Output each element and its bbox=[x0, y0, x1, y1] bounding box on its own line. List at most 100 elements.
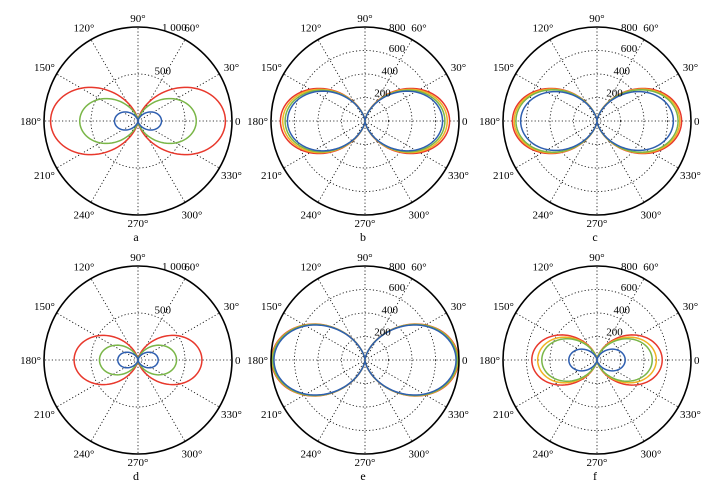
grid-spoke bbox=[596, 278, 645, 361]
radial-tick-label: 500 bbox=[155, 304, 172, 316]
angle-label: 300° bbox=[641, 210, 662, 222]
angle-label: 240° bbox=[533, 210, 554, 222]
polar-frame bbox=[270, 265, 460, 455]
series-line-red bbox=[73, 334, 203, 386]
polar-panel-c: 0 30° 60° 90° 120° 150° 180° 210° 240° 270° 300° 33… bbox=[479, 13, 701, 244]
grid-ring bbox=[317, 73, 413, 169]
angle-label: 240° bbox=[74, 449, 95, 461]
grid-ring bbox=[573, 97, 621, 145]
panel-label: e bbox=[360, 469, 365, 483]
series-line-green bbox=[98, 344, 178, 376]
angle-label: 270° bbox=[128, 457, 149, 469]
radial-tick-label: 800 bbox=[389, 22, 406, 34]
radial-tick-label: 200 bbox=[374, 88, 391, 100]
radial-tick-label: 600 bbox=[621, 43, 638, 55]
grid-spoke bbox=[56, 120, 139, 169]
angle-label: 240° bbox=[301, 210, 322, 222]
angle-label: 270° bbox=[587, 218, 608, 230]
angle-label: 30° bbox=[451, 62, 466, 74]
radial-tick-label: 200 bbox=[606, 88, 623, 100]
radial-tick-label: 400 bbox=[382, 65, 399, 77]
series-line-red bbox=[49, 86, 227, 156]
grid-ring bbox=[526, 289, 668, 431]
angle-label: 300° bbox=[182, 449, 203, 461]
angle-label: 300° bbox=[409, 210, 430, 222]
angle-label: 150° bbox=[261, 62, 282, 74]
series-line-blue bbox=[117, 351, 159, 369]
radial-tick-label: 800 bbox=[621, 22, 638, 34]
grid-spoke bbox=[515, 120, 598, 169]
angle-label: 330° bbox=[448, 170, 469, 182]
series-line-blue bbox=[113, 111, 163, 131]
grid-spoke bbox=[56, 312, 139, 361]
grid-spoke bbox=[317, 278, 366, 361]
angle-label: 270° bbox=[355, 218, 376, 230]
radial-tick-label: 400 bbox=[382, 304, 399, 316]
grid-ring bbox=[294, 289, 436, 431]
grid-ring bbox=[341, 336, 389, 384]
radial-tick-label: 600 bbox=[389, 43, 406, 55]
angle-label: 240° bbox=[533, 449, 554, 461]
polar-frame bbox=[270, 26, 460, 216]
angle-label: 0 bbox=[462, 116, 468, 128]
grid-spoke bbox=[90, 359, 139, 442]
angle-label: 150° bbox=[34, 62, 55, 74]
angle-label: 30° bbox=[683, 301, 698, 313]
grid-spoke bbox=[596, 120, 679, 169]
grid-ring bbox=[526, 50, 668, 192]
radial-tick-label: 1 000 bbox=[162, 22, 187, 34]
grid-spoke bbox=[56, 359, 139, 408]
angle-label: 150° bbox=[34, 301, 55, 313]
grid-spoke bbox=[364, 73, 447, 122]
angle-label: 330° bbox=[221, 409, 242, 421]
angle-label: 150° bbox=[493, 62, 514, 74]
series-line-blue bbox=[273, 324, 457, 396]
angle-label: 210° bbox=[493, 409, 514, 421]
grid-spoke bbox=[317, 120, 366, 203]
grid-ring bbox=[90, 73, 186, 169]
panel-label: d bbox=[133, 469, 139, 483]
radial-tick-label: 800 bbox=[389, 261, 406, 273]
angle-label: 90° bbox=[357, 13, 372, 25]
angle-label: 210° bbox=[261, 170, 282, 182]
series-line-blue bbox=[568, 348, 626, 372]
grid-spoke bbox=[137, 278, 186, 361]
grid-ring bbox=[90, 312, 186, 408]
radial-tick-label: 800 bbox=[621, 261, 638, 273]
panel-label: b bbox=[360, 230, 366, 244]
angle-label: 270° bbox=[355, 457, 376, 469]
angle-label: 30° bbox=[683, 62, 698, 74]
angle-label: 300° bbox=[409, 449, 430, 461]
grid-spoke bbox=[90, 39, 139, 122]
angle-label: 90° bbox=[130, 252, 145, 264]
radial-tick-label: 600 bbox=[621, 282, 638, 294]
radial-tick-label: 200 bbox=[606, 327, 623, 339]
grid-spoke bbox=[137, 39, 186, 122]
grid-spoke bbox=[283, 312, 366, 361]
angle-label: 0 bbox=[235, 355, 241, 367]
grid-spoke bbox=[549, 120, 598, 203]
angle-label: 60° bbox=[411, 262, 426, 274]
series-line-blue bbox=[286, 90, 444, 152]
angle-label: 30° bbox=[224, 301, 239, 313]
angle-label: 120° bbox=[74, 23, 95, 35]
polar-panel-e: 0 30° 60° 90° 120° 150° 180° 210° 240° 270° 300° 33… bbox=[247, 252, 469, 483]
angle-label: 0 bbox=[694, 116, 700, 128]
angle-label: 60° bbox=[643, 23, 658, 35]
grid-spoke bbox=[596, 120, 645, 203]
angle-label: 30° bbox=[224, 62, 239, 74]
grid-spoke bbox=[364, 120, 447, 169]
angle-label: 210° bbox=[261, 409, 282, 421]
series-line-blue bbox=[519, 90, 675, 152]
angle-label: 210° bbox=[34, 170, 55, 182]
polar-frame bbox=[502, 26, 692, 216]
angle-label: 30° bbox=[451, 301, 466, 313]
grid-spoke bbox=[364, 359, 413, 442]
angle-label: 330° bbox=[680, 170, 701, 182]
grid-spoke bbox=[596, 312, 679, 361]
grid-spoke bbox=[317, 359, 366, 442]
grid-spoke bbox=[137, 120, 186, 203]
grid-spoke bbox=[596, 73, 679, 122]
angle-label: 330° bbox=[221, 170, 242, 182]
